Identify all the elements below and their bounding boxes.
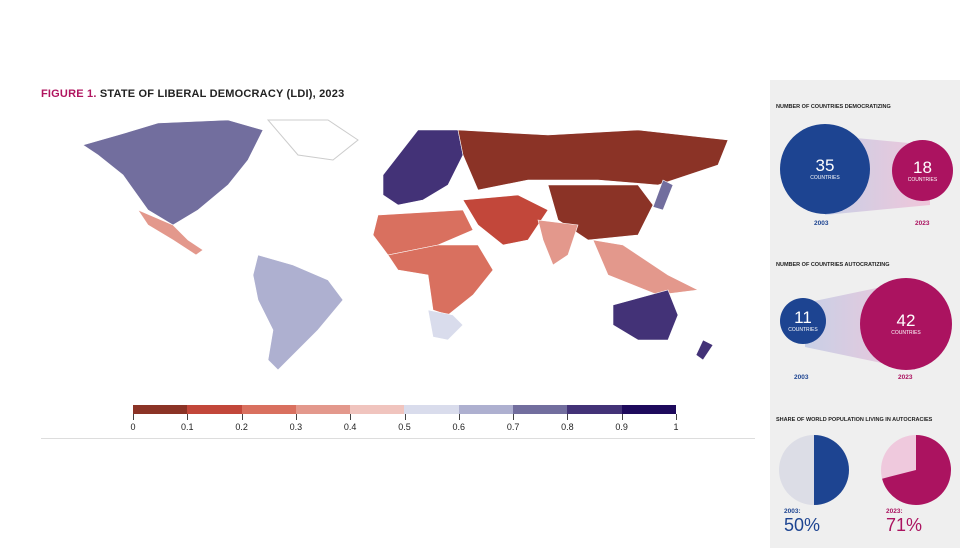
legend-swatch xyxy=(350,405,405,414)
legend-swatch xyxy=(513,405,568,414)
divider xyxy=(41,438,755,439)
region-europe xyxy=(382,129,464,206)
figure-title: FIGURE 1. STATE OF LIBERAL DEMOCRACY (LD… xyxy=(41,88,345,100)
region-australia xyxy=(612,289,679,341)
legend-tick-label: 0.8 xyxy=(561,422,574,432)
legend-tick xyxy=(133,414,134,420)
region-north-america xyxy=(82,119,264,226)
legend-swatch xyxy=(404,405,459,414)
region-greenland xyxy=(266,119,359,161)
region-middle-east xyxy=(462,194,549,246)
legend-tick-label: 0.7 xyxy=(506,422,520,432)
democratizing-2023-circle: 18 COUNTRIES xyxy=(892,140,953,201)
legend-tick xyxy=(621,414,623,420)
autocratizing-2003-circle: 11 COUNTRIES xyxy=(780,298,826,344)
legend-tick-label: 0.6 xyxy=(452,422,466,432)
legend-tick xyxy=(350,414,352,420)
legend-swatch xyxy=(621,405,676,414)
legend-swatch xyxy=(567,405,622,414)
world-map xyxy=(82,119,729,371)
legend-tick xyxy=(295,414,297,420)
legend-tick-label: 0.9 xyxy=(615,422,628,432)
legend-tick xyxy=(187,414,189,420)
region-south-america xyxy=(252,254,344,371)
legend-swatch xyxy=(187,405,242,414)
legend-tick-label: 0.5 xyxy=(398,422,411,432)
autocratizing-2023-circle: 42 COUNTRIES xyxy=(860,278,952,370)
color-legend: 0 0.1 0.2 0.3 0.4 0.5 0.6 0.7 0.8 0.9 1 xyxy=(130,405,679,434)
region-russia xyxy=(457,129,729,191)
legend-tick xyxy=(241,414,243,420)
legend-tick-label: 1 xyxy=(673,422,679,432)
region-new-zealand xyxy=(695,339,714,361)
legend-tick-label: 0 xyxy=(130,422,136,432)
legend-tick xyxy=(567,414,569,420)
legend-tick-label: 0.1 xyxy=(181,422,194,432)
legend-tick-label: 0.2 xyxy=(235,422,248,432)
region-southern-africa xyxy=(427,309,464,341)
legend-swatch xyxy=(458,405,514,414)
democratizing-heading: NUMBER OF COUNTRIES DEMOCRATIZING xyxy=(776,104,891,110)
legend-tick-label: 0.4 xyxy=(343,422,357,432)
democratizing-2003-circle: 35 COUNTRIES xyxy=(780,124,870,214)
legend-tick xyxy=(513,414,515,420)
region-india xyxy=(537,219,579,266)
globe-2003-pie xyxy=(779,435,849,505)
sidebar-panel: NUMBER OF COUNTRIES DEMOCRATIZING 35 COUN… xyxy=(770,80,960,548)
autocratizing-heading: NUMBER OF COUNTRIES AUTOCRATIZING xyxy=(776,262,890,268)
globe-2023-pie xyxy=(881,435,951,505)
legend-swatch xyxy=(295,405,351,414)
legend-tick-label: 0.3 xyxy=(289,422,303,432)
region-japan xyxy=(652,179,674,211)
legend-swatch xyxy=(241,405,296,414)
legend-swatch xyxy=(133,405,188,414)
region-mexico-central-america xyxy=(137,209,204,256)
legend-tick xyxy=(676,414,677,420)
legend-tick xyxy=(404,414,406,420)
region-southeast-asia xyxy=(592,239,700,296)
region-sub-saharan-africa xyxy=(387,244,494,316)
population-heading: SHARE OF WORLD POPULATION LIVING IN AUTO… xyxy=(776,417,933,423)
legend-tick xyxy=(458,414,460,420)
